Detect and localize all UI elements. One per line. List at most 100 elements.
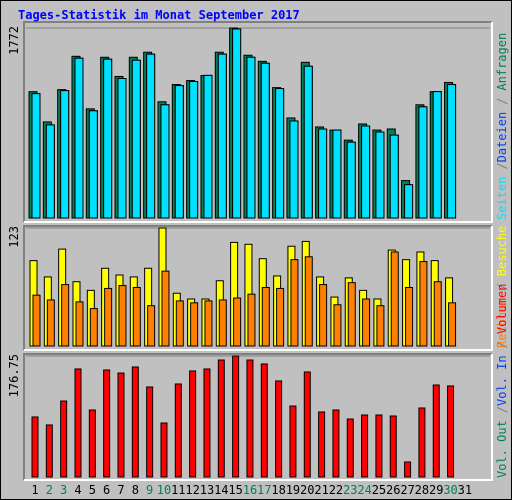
bar: [175, 300, 184, 347]
bar: [418, 106, 428, 219]
legend-separator: /: [495, 283, 509, 290]
bar: [260, 363, 268, 478]
bar: [332, 129, 342, 219]
panel-border: [24, 22, 493, 223]
bar: [74, 57, 84, 219]
x-tick-label: 5: [89, 483, 96, 497]
legend-entry: Vol. In: [495, 355, 509, 406]
legend-separator: /: [495, 98, 509, 105]
bar: [361, 125, 371, 219]
x-tick-label: 4: [74, 483, 81, 497]
legend-separator: /: [495, 162, 509, 169]
bar: [203, 368, 211, 478]
x-tick-label: 30: [443, 483, 457, 497]
legend-separator: /: [495, 341, 509, 348]
x-tick-label: 31: [458, 483, 472, 497]
x-tick-label: 16: [243, 483, 257, 497]
bar: [432, 91, 442, 219]
bar: [389, 415, 397, 478]
bar: [333, 304, 342, 347]
bar: [88, 409, 96, 478]
bar: [318, 128, 328, 219]
x-tick-label: 22: [329, 483, 343, 497]
bar: [433, 281, 442, 347]
bar: [275, 88, 285, 219]
bar: [389, 134, 399, 219]
legend: Vol. Out/Vol. In/Volumen: [495, 284, 509, 478]
bar: [31, 416, 39, 478]
bar: [88, 110, 98, 219]
y-tick-label: 1772: [7, 26, 21, 55]
legend: Rechner/Besuche: [495, 226, 509, 348]
bar: [31, 93, 41, 219]
bar: [260, 62, 270, 219]
bar: [404, 461, 412, 478]
x-tick-label: 13: [200, 483, 214, 497]
bar: [376, 305, 385, 347]
bar: [447, 84, 457, 219]
bar: [404, 184, 414, 219]
bar: [346, 418, 354, 478]
x-tick-label: 28: [415, 483, 429, 497]
bar: [318, 411, 326, 478]
bar: [60, 90, 70, 219]
bar: [233, 297, 242, 347]
chart-title: Tages-Statistik im Monat September 2017: [18, 8, 300, 22]
bar: [103, 58, 113, 219]
bar: [190, 302, 199, 347]
bar: [46, 299, 55, 347]
legend-entry: Rechner: [495, 297, 509, 348]
bar: [160, 104, 170, 219]
bar: [405, 286, 414, 347]
bar: [375, 414, 383, 478]
bar: [147, 305, 156, 347]
y-tick-label: 123: [7, 226, 21, 248]
bar: [418, 407, 426, 478]
bar: [146, 53, 156, 219]
legend-entry: Dateien: [495, 112, 509, 163]
panel-border: [23, 21, 492, 222]
bar: [103, 369, 111, 478]
bar: [45, 124, 55, 219]
x-tick-label: 14: [214, 483, 228, 497]
panel-border: [23, 353, 492, 480]
bar: [332, 409, 340, 478]
bar: [104, 287, 113, 347]
bar: [75, 301, 84, 347]
x-tick-label: 17: [257, 483, 271, 497]
x-tick-label: 21: [314, 483, 328, 497]
bar: [290, 259, 299, 347]
x-tick-label: 18: [271, 483, 285, 497]
y-tick-label: 176.75: [7, 354, 21, 397]
legend-entry: Anfragen: [495, 33, 509, 91]
panel-border: [24, 354, 493, 481]
x-tick-label: 27: [400, 483, 414, 497]
bar: [289, 120, 299, 219]
x-tick-label: 26: [386, 483, 400, 497]
bar: [361, 414, 369, 478]
bar: [347, 282, 356, 347]
bar: [419, 261, 428, 347]
bar: [246, 56, 256, 219]
panels: [23, 21, 493, 481]
bar: [131, 59, 141, 219]
bar: [447, 385, 455, 478]
legend-separator: /: [495, 406, 509, 413]
bar: [117, 78, 127, 219]
bar: [146, 386, 154, 478]
bar: [319, 284, 328, 347]
bar: [275, 380, 283, 478]
x-tick-label: 6: [103, 483, 110, 497]
bar: [32, 294, 41, 347]
bar: [375, 131, 385, 219]
bar: [203, 74, 213, 219]
bar: [432, 384, 440, 478]
bar: [117, 372, 125, 478]
bar: [204, 300, 213, 347]
bar: [132, 286, 141, 347]
legend-entry: Vol. Out: [495, 420, 509, 478]
x-tick-label: 1: [31, 483, 38, 497]
bar: [131, 366, 139, 478]
x-tick-label: 25: [372, 483, 386, 497]
